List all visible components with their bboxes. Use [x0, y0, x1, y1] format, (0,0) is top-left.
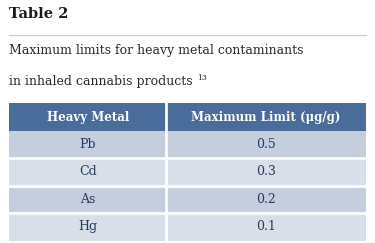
Text: Maximum Limit (μg/g): Maximum Limit (μg/g) — [191, 111, 340, 123]
Text: 0.5: 0.5 — [256, 138, 276, 151]
Text: As: As — [80, 193, 95, 206]
Text: in inhaled cannabis products: in inhaled cannabis products — [9, 75, 193, 88]
Text: Heavy Metal: Heavy Metal — [46, 111, 129, 123]
Text: Table 2: Table 2 — [9, 7, 69, 21]
Text: Cd: Cd — [79, 165, 97, 178]
Text: 13: 13 — [197, 74, 207, 82]
Text: 0.3: 0.3 — [256, 165, 276, 178]
Text: Hg: Hg — [78, 220, 98, 233]
Text: Maximum limits for heavy metal contaminants: Maximum limits for heavy metal contamina… — [9, 44, 304, 57]
Text: 0.1: 0.1 — [256, 220, 276, 233]
Text: Pb: Pb — [80, 138, 96, 151]
Text: 0.2: 0.2 — [256, 193, 276, 206]
